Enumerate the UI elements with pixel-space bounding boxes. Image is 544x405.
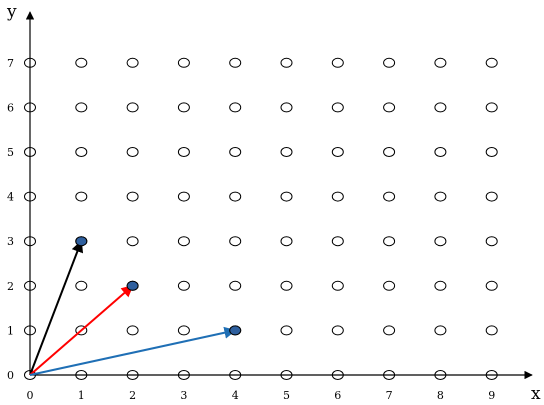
x-axis-label: x: [531, 384, 541, 404]
y-axis-label: y: [6, 2, 17, 22]
x-tick-label: 4: [232, 389, 239, 402]
lattice-point: [280, 325, 293, 336]
highlighted-points: [75, 236, 242, 336]
lattice-point: [485, 102, 498, 113]
lattice-point: [485, 280, 498, 291]
lattice-point: [383, 325, 396, 336]
lattice-point: [331, 57, 344, 68]
lattice-point: [75, 280, 88, 291]
lattice-point: [331, 147, 344, 157]
y-tick-label: 7: [7, 57, 14, 70]
y-tick-label: 5: [7, 146, 14, 159]
lattice-point: [75, 102, 88, 113]
lattice-point: [434, 236, 447, 247]
lattice-point: [485, 57, 498, 68]
lattice-point: [280, 191, 293, 202]
vector-arrow: [29, 326, 237, 376]
lattice-point: [485, 191, 498, 202]
lattice-point: [126, 102, 139, 113]
x-tick-label: 6: [334, 389, 341, 402]
axes: x y: [6, 2, 541, 404]
highlighted-point: [229, 325, 242, 336]
lattice-point: [434, 147, 447, 157]
lattice-point: [177, 236, 190, 247]
lattice-point: [126, 57, 139, 68]
lattice-point: [75, 191, 88, 202]
lattice-point: [177, 325, 190, 336]
lattice-point: [485, 236, 498, 247]
lattice-point: [229, 147, 242, 157]
lattice-point: [485, 325, 498, 336]
x-tick-label: 2: [129, 389, 136, 402]
x-tick-label: 9: [488, 389, 495, 402]
lattice-point: [383, 147, 396, 157]
y-tick-label: 2: [7, 280, 14, 293]
lattice-point: [75, 57, 88, 68]
y-tick-label: 3: [7, 235, 14, 248]
lattice-point: [331, 102, 344, 113]
lattice-point: [331, 191, 344, 202]
lattice-point: [229, 236, 242, 247]
lattice-point: [126, 191, 139, 202]
lattice-point: [177, 102, 190, 113]
lattice-point: [331, 325, 344, 336]
lattice-point: [229, 102, 242, 113]
vector-arrow: [29, 240, 84, 376]
lattice-points: [24, 57, 498, 380]
lattice-point: [75, 147, 88, 157]
lattice-point: [75, 325, 88, 336]
lattice-point: [229, 57, 242, 68]
y-tick-label: 1: [7, 324, 14, 337]
lattice-point: [229, 280, 242, 291]
vectors: [29, 240, 237, 376]
lattice-point: [485, 147, 498, 157]
lattice-point: [280, 280, 293, 291]
x-tick-label: 8: [437, 389, 444, 402]
highlighted-point: [126, 280, 139, 291]
lattice-point: [177, 280, 190, 291]
lattice-point: [383, 191, 396, 202]
lattice-point: [434, 325, 447, 336]
highlighted-point: [75, 236, 88, 247]
lattice-point: [280, 102, 293, 113]
lattice-point: [434, 280, 447, 291]
lattice-point: [126, 147, 139, 157]
lattice-point: [383, 280, 396, 291]
y-tick-label: 6: [7, 101, 14, 114]
y-tick-label: 4: [7, 191, 14, 204]
x-tick-label: 0: [27, 389, 34, 402]
lattice-point: [383, 102, 396, 113]
vector-arrow: [29, 285, 134, 376]
x-tick-label: 7: [386, 389, 393, 402]
lattice-point: [177, 147, 190, 157]
lattice-point: [383, 57, 396, 68]
lattice-point: [177, 191, 190, 202]
lattice-point: [126, 325, 139, 336]
lattice-point: [126, 236, 139, 247]
x-tick-label: 1: [78, 389, 85, 402]
x-tick-label: 3: [180, 389, 187, 402]
lattice-point: [229, 191, 242, 202]
lattice-point: [331, 236, 344, 247]
tick-labels: 0 1 2 3 4 5 6 7 8 9 0 1 2 3 4 5 6 7: [7, 57, 495, 402]
lattice-point: [280, 147, 293, 157]
lattice-point: [331, 280, 344, 291]
lattice-point: [280, 57, 293, 68]
x-tick-label: 5: [283, 389, 290, 402]
lattice-point: [434, 57, 447, 68]
lattice-point: [434, 191, 447, 202]
lattice-point: [434, 102, 447, 113]
lattice-point: [383, 236, 396, 247]
lattice-point: [280, 236, 293, 247]
y-tick-label: 0: [7, 369, 14, 382]
lattice-point: [177, 57, 190, 68]
